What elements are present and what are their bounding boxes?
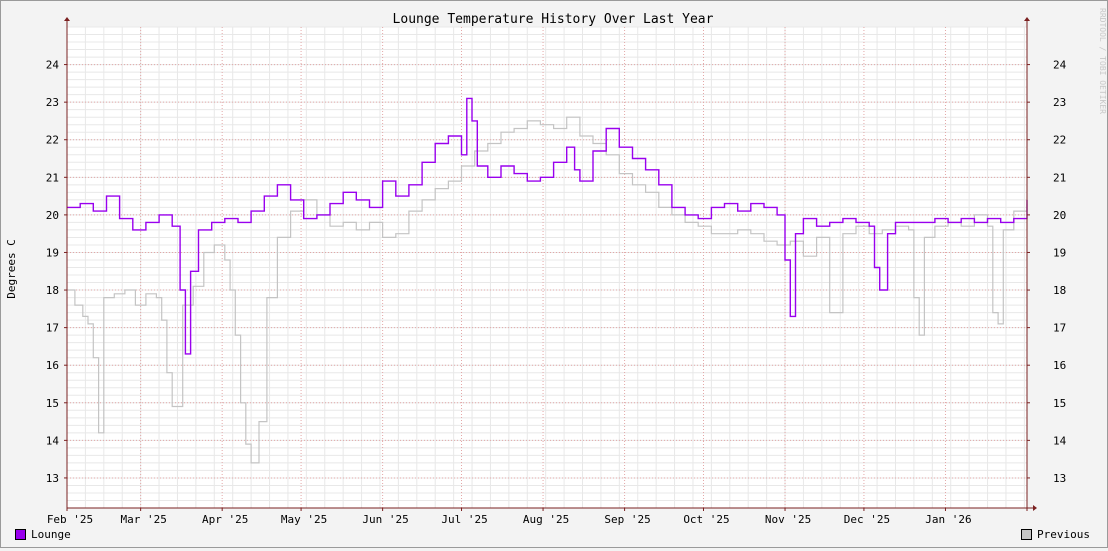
x-tick-label: Oct '25 [683, 513, 729, 526]
x-tick-label: Aug '25 [523, 513, 569, 526]
y-tick-label-left: 20 [46, 209, 59, 222]
lounge-line [67, 97, 1028, 355]
x-tick-label: Mar '25 [120, 513, 166, 526]
y-axis-label: Degrees C [5, 239, 18, 299]
y-tick-label-right: 18 [1053, 284, 1066, 297]
y-tick-label-right: 24 [1053, 59, 1067, 72]
legend-lounge: Lounge [15, 528, 71, 541]
y-tick-label-left: 14 [46, 434, 60, 447]
x-tick-label: Dec '25 [844, 513, 890, 526]
y-tick-label-left: 13 [46, 472, 59, 485]
x-tick-label: Jan '26 [925, 513, 971, 526]
x-tick-label: Feb '25 [47, 513, 93, 526]
axes [64, 17, 1037, 511]
legend-lounge-label: Lounge [31, 528, 71, 541]
grid [66, 26, 1027, 509]
rrdtool-watermark: RRDTOOL / TOBI OETIKER [1098, 8, 1107, 114]
y-tick-label-left: 24 [46, 59, 60, 72]
y-tick-label-right: 22 [1053, 134, 1066, 147]
previous-series [67, 116, 1028, 464]
legend-previous-label: Previous [1037, 528, 1090, 541]
y-tick-label-right: 23 [1053, 96, 1066, 109]
y-axis-arrow-left [64, 17, 70, 21]
y-tick-label-left: 18 [46, 284, 59, 297]
chart-title: Lounge Temperature History Over Last Yea… [393, 12, 714, 27]
y-tick-label-right: 13 [1053, 472, 1066, 485]
previous-line [67, 116, 1028, 464]
y-tick-label-left: 17 [46, 322, 59, 335]
y-tick-label-left: 16 [46, 359, 59, 372]
y-tick-label-left: 23 [46, 96, 59, 109]
x-tick-label: Nov '25 [765, 513, 811, 526]
y-tick-label-right: 21 [1053, 171, 1066, 184]
y-tick-label-right: 15 [1053, 397, 1066, 410]
x-tick-label: Jul '25 [441, 513, 487, 526]
y-tick-label-right: 16 [1053, 359, 1066, 372]
y-tick-label-left: 22 [46, 134, 59, 147]
lounge-swatch [15, 529, 26, 540]
y-tick-label-left: 15 [46, 397, 59, 410]
y-tick-label-right: 20 [1053, 209, 1066, 222]
y-tick-label-right: 19 [1053, 246, 1066, 259]
y-tick-label-right: 14 [1053, 434, 1067, 447]
tick-labels: 13 13 14 14 15 15 16 16 17 17 18 18 19 19 20 20 21 21 22 22… [46, 59, 1067, 526]
x-axis-arrow [1033, 505, 1037, 511]
legend-previous: Previous [1021, 528, 1090, 541]
y-tick-label-left: 21 [46, 171, 59, 184]
y-tick-label-left: 19 [46, 246, 59, 259]
x-tick-label: May '25 [281, 513, 327, 526]
lounge-series [67, 97, 1028, 355]
x-tick-label: Sep '25 [604, 513, 650, 526]
x-tick-label: Jun '25 [362, 513, 408, 526]
y-axis-arrow-right [1024, 17, 1030, 21]
previous-swatch [1021, 529, 1032, 540]
y-tick-label-right: 17 [1053, 322, 1066, 335]
x-tick-label: Apr '25 [202, 513, 248, 526]
